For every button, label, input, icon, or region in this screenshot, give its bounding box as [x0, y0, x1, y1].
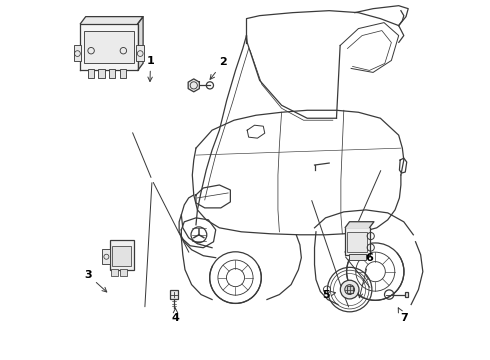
Bar [136, 45, 144, 62]
Polygon shape [188, 79, 199, 92]
Circle shape [345, 285, 355, 294]
Bar [111, 269, 118, 276]
Polygon shape [138, 17, 143, 71]
Bar [345, 228, 369, 255]
Bar [113, 246, 131, 266]
Bar [120, 69, 126, 78]
Bar [347, 233, 368, 252]
Bar [349, 254, 366, 260]
Text: 6: 6 [358, 253, 373, 298]
Bar [346, 287, 353, 293]
Polygon shape [80, 17, 143, 24]
Text: 2: 2 [210, 58, 227, 79]
Text: 3: 3 [84, 270, 107, 292]
Bar [109, 69, 116, 78]
Bar [110, 240, 134, 270]
Text: 1: 1 [147, 56, 154, 81]
Text: 7: 7 [398, 308, 408, 323]
Bar [170, 290, 178, 299]
Bar [102, 249, 110, 264]
Bar [88, 69, 94, 78]
Bar [84, 31, 134, 63]
Circle shape [341, 280, 359, 299]
Bar [74, 45, 81, 62]
Bar [98, 69, 105, 78]
Bar [405, 292, 408, 297]
Bar [121, 269, 127, 276]
Polygon shape [345, 222, 374, 228]
Polygon shape [80, 24, 138, 71]
Text: 5: 5 [322, 289, 336, 300]
Text: 4: 4 [172, 308, 179, 323]
